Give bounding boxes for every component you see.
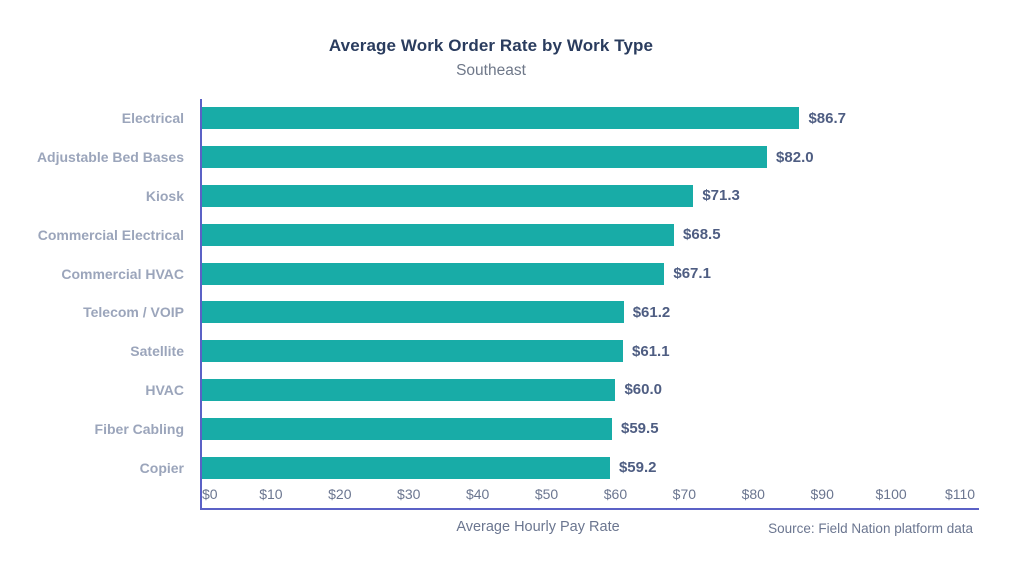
bar-row: $59.2 — [202, 448, 960, 487]
x-tick-label: $60 — [603, 486, 628, 502]
bar-row: $67.1 — [202, 254, 960, 293]
bar — [202, 417, 612, 440]
x-axis-title: Average Hourly Pay Rate — [456, 519, 620, 535]
category-label: Telecom / VOIP — [83, 304, 184, 321]
bar-value-label: $86.7 — [808, 109, 846, 127]
y-axis-line — [200, 99, 202, 510]
bar — [202, 456, 610, 479]
chart-subtitle: Southeast — [456, 62, 526, 79]
category-label: Adjustable Bed Bases — [36, 149, 184, 166]
source-note: Source: Field Nation platform data — [768, 521, 973, 536]
chart-header: Average Work Order Rate by Work Type Sou… — [0, 36, 982, 80]
category-label: Satellite — [130, 343, 184, 360]
x-tick-label: $100 — [875, 486, 907, 502]
bar-value-label: $60.0 — [624, 381, 662, 399]
x-tick-label: $30 — [397, 486, 421, 502]
category-label: Commercial Electrical — [37, 226, 184, 243]
bar — [202, 223, 675, 246]
bar-value-label: $71.3 — [702, 187, 740, 205]
bar — [202, 262, 665, 285]
bar-value-label: $59.2 — [618, 459, 657, 477]
bar — [202, 146, 768, 169]
bar-row: $61.2 — [202, 293, 960, 332]
bar-value-label: $68.5 — [683, 226, 721, 244]
bar-value-label: $67.1 — [673, 265, 711, 283]
x-tick-label: $20 — [328, 486, 352, 502]
x-tick-label: $10 — [259, 486, 283, 502]
x-axis-line — [200, 508, 979, 510]
bar-row: $59.5 — [202, 409, 960, 448]
bar-value-label: $61.2 — [632, 303, 671, 321]
x-tick-label: $0 — [202, 486, 218, 502]
bar-row: $71.3 — [202, 177, 960, 216]
x-tick-label: $110 — [944, 486, 976, 502]
x-tick-label: $80 — [741, 486, 765, 502]
category-label: Electrical — [121, 110, 184, 127]
bar — [202, 301, 624, 324]
bar-row: $68.5 — [202, 215, 960, 254]
bar-value-label: $61.1 — [632, 342, 670, 360]
category-label: Kiosk — [145, 187, 184, 204]
bar-row: $82.0 — [202, 138, 960, 177]
bar — [202, 184, 694, 207]
x-tick-label: $50 — [534, 486, 559, 502]
x-tick-label: $90 — [810, 486, 834, 502]
category-label: Copier — [139, 459, 184, 476]
category-axis: Electrical Adjustable Bed Bases Kiosk Comme… — [0, 99, 184, 487]
plot-area: $86.7 $82.0 $71.3 $68.5 $67.1 $61.2 $61.1 $60.0… — [202, 99, 960, 487]
bar-row: $60.0 — [202, 371, 960, 410]
chart-title: Average Work Order Rate by Work Type — [328, 36, 654, 55]
bar-row: $86.7 — [202, 99, 960, 138]
category-label: Commercial HVAC — [61, 265, 184, 282]
bar-row: $61.1 — [202, 332, 960, 371]
x-tick-label: $40 — [465, 486, 490, 502]
category-label: HVAC — [145, 381, 184, 398]
bar — [202, 340, 624, 363]
bar-value-label: $59.5 — [621, 420, 659, 438]
x-tick-label: $70 — [672, 486, 697, 502]
category-label: Fiber Cabling — [94, 420, 184, 437]
bar — [202, 378, 616, 401]
bar-value-label: $82.0 — [776, 148, 814, 166]
bar — [202, 107, 800, 130]
x-tick-labels: $0 $10 $20 $30 $40 $50 $60 $70 $80 $90 $100 $110 — [202, 486, 975, 504]
